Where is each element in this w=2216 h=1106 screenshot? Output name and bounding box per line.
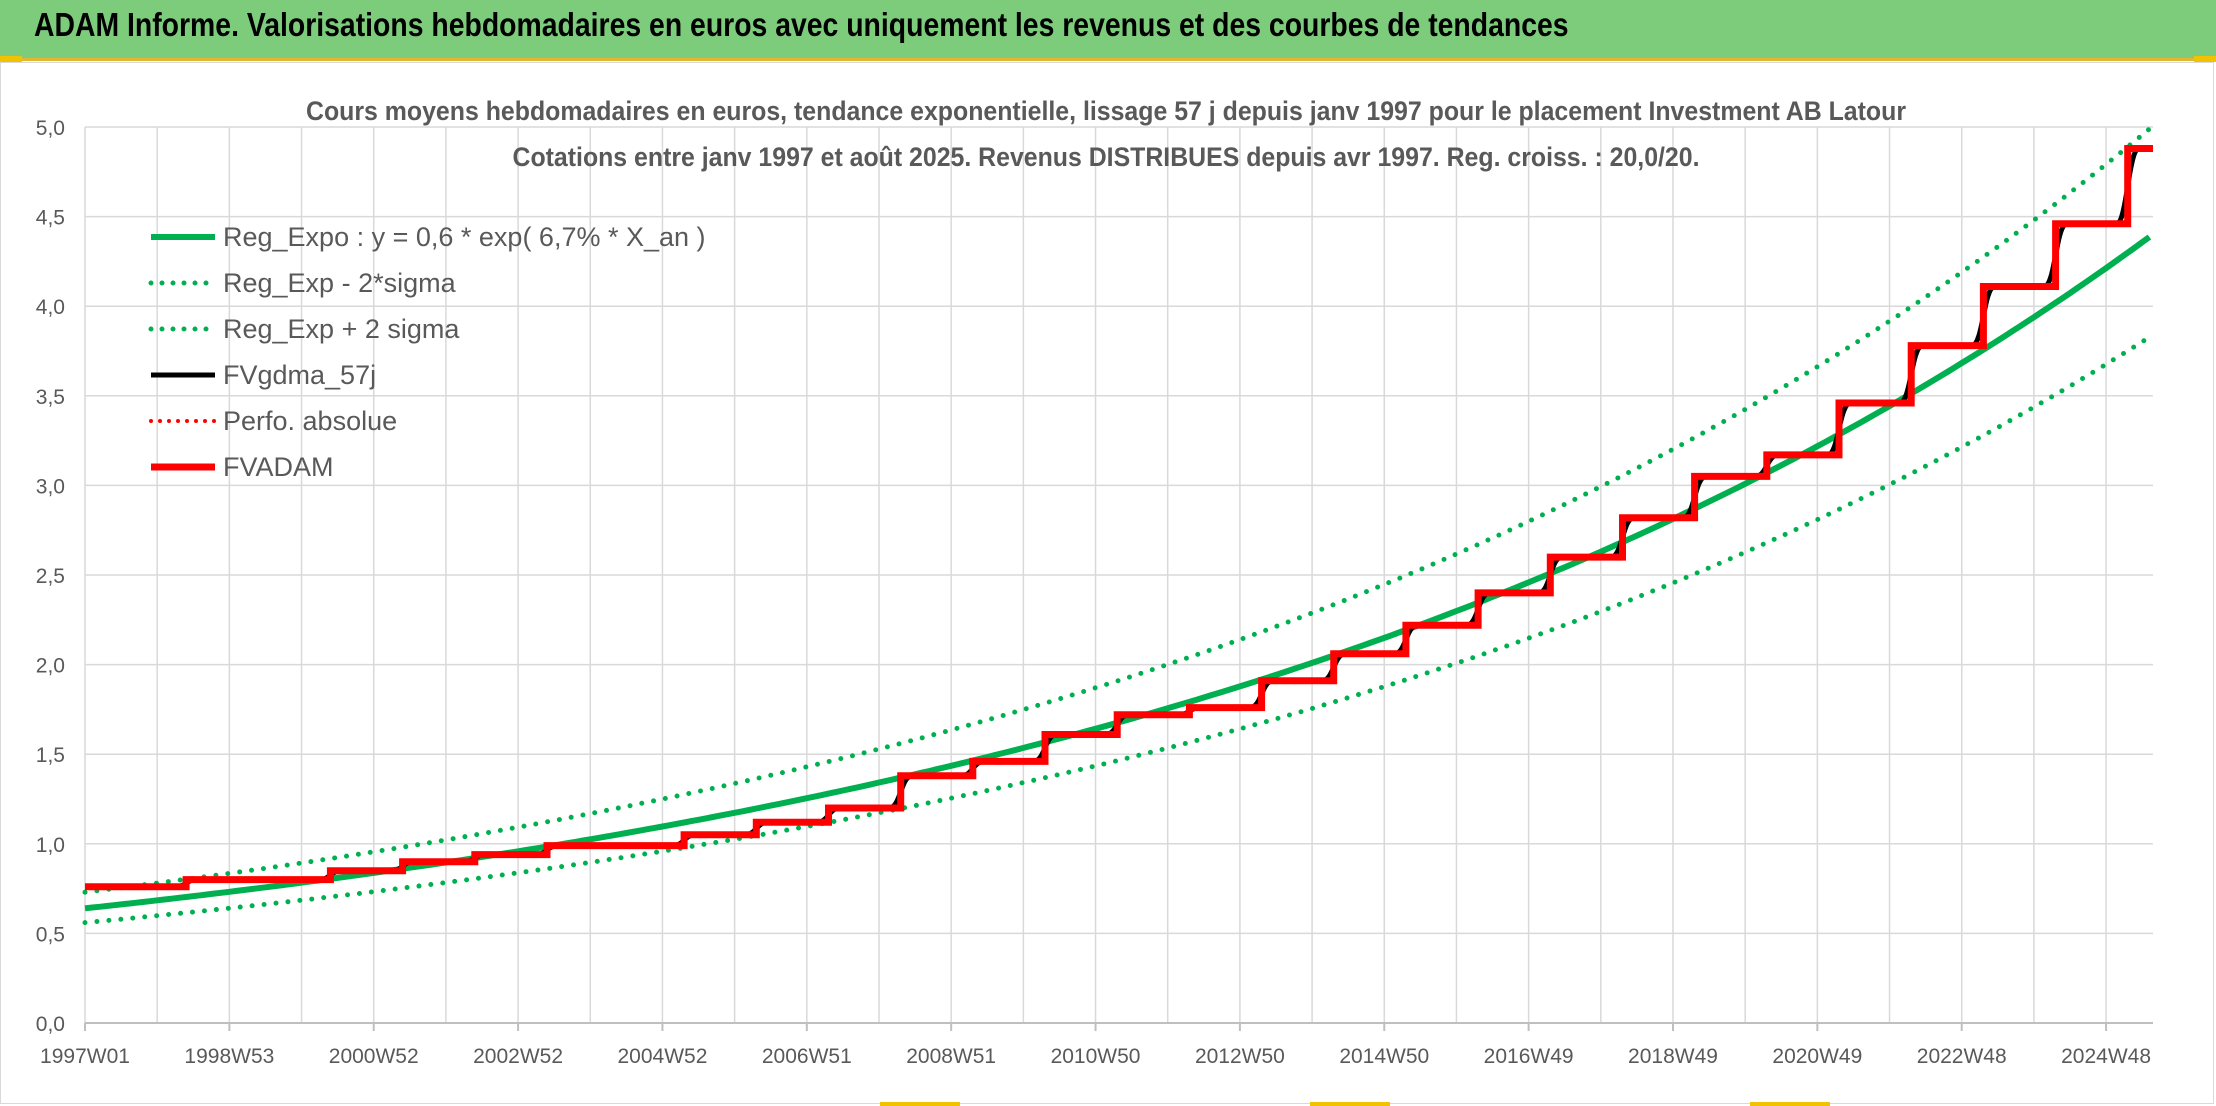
x-tick-label: 2024W48 xyxy=(2061,1045,2151,1068)
y-tick-label: 3,0 xyxy=(36,475,65,498)
series-reg-exp-plus-2sigma-line xyxy=(82,126,2152,895)
legend-label: Reg_Exp + 2 sigma xyxy=(223,314,460,344)
x-tick-label: 2006W51 xyxy=(762,1045,852,1068)
x-tick-label: 2010W50 xyxy=(1051,1045,1141,1068)
y-tick-label: 4,0 xyxy=(36,296,65,319)
series-reg-exp-minus-2sigma-line xyxy=(82,334,2152,926)
x-tick-label: 2002W52 xyxy=(473,1045,563,1068)
series-perfo-absolue-line xyxy=(85,147,2153,889)
x-tick-label: 2016W49 xyxy=(1484,1045,1574,1068)
corner-accent-right xyxy=(2194,56,2216,62)
chart-title-line2: Cotations entre janv 1997 et août 2025. … xyxy=(513,142,1700,172)
legend-label: Reg_Exp - 2*sigma xyxy=(223,268,457,298)
x-tick-label: 1998W53 xyxy=(184,1045,274,1068)
x-tick-label: 2008W51 xyxy=(906,1045,996,1068)
report-banner: ADAM Informe. Valorisations hebdomadaire… xyxy=(0,0,2216,61)
legend-label: FVgdma_57j xyxy=(223,360,376,390)
y-tick-label: 4,5 xyxy=(36,207,65,230)
legend-label: Perfo. absolue xyxy=(223,406,397,436)
bottom-accent xyxy=(880,1102,960,1106)
y-tick-label: 5,0 xyxy=(36,117,65,140)
y-tick-label: 1,0 xyxy=(36,834,65,857)
y-tick-label: 1,5 xyxy=(36,744,65,767)
y-tick-labels: 0,0 0,5 1,0 1,5 2,0 2,5 3,0 3,5 4,0 4,5 5,0 xyxy=(36,117,65,1036)
chart-legend: Reg_Expo : y = 0,6 * exp( 6,7% * X_an ) R… xyxy=(148,222,706,482)
bottom-accent xyxy=(1310,1102,1390,1106)
x-tick-label: 2020W49 xyxy=(1772,1045,1862,1068)
series-layer xyxy=(82,126,2153,926)
legend-label: FVADAM xyxy=(223,452,334,482)
series-fvadam-line xyxy=(85,145,2153,891)
chart-svg: 0,0 0,5 1,0 1,5 2,0 2,5 3,0 3,5 4,0 4,5 5,0 1997W0… xyxy=(36,96,2153,1068)
grid-lines xyxy=(84,126,2153,1024)
y-tick-label: 2,0 xyxy=(36,655,65,678)
chart-title-line1: Cours moyens hebdomadaires en euros, ten… xyxy=(306,96,1906,126)
y-tick-label: 3,5 xyxy=(36,386,65,409)
x-tick-label: 2000W52 xyxy=(329,1045,419,1068)
x-tick-label: 2004W52 xyxy=(617,1045,707,1068)
x-tick-labels: 1997W01 1998W53 2000W52 2002W52 2004W52 2006W… xyxy=(40,1023,2151,1068)
series-fvgdma-57j-line xyxy=(85,146,2153,890)
x-tick-label: 1997W01 xyxy=(40,1045,130,1068)
chart-area: 0,0 0,5 1,0 1,5 2,0 2,5 3,0 3,5 4,0 4,5 5,0 1997W0… xyxy=(0,62,2214,1104)
x-tick-label: 2018W49 xyxy=(1628,1045,1718,1068)
corner-accent-left xyxy=(0,56,22,62)
legend-label: Reg_Expo : y = 0,6 * exp( 6,7% * X_an ) xyxy=(223,222,706,252)
y-tick-label: 2,5 xyxy=(36,565,65,588)
x-tick-label: 2022W48 xyxy=(1917,1045,2007,1068)
x-tick-label: 2012W50 xyxy=(1195,1045,1285,1068)
y-tick-label: 0,0 xyxy=(36,1013,65,1036)
x-tick-label: 2014W50 xyxy=(1339,1045,1429,1068)
bottom-accent xyxy=(1750,1102,1830,1106)
report-title: ADAM Informe. Valorisations hebdomadaire… xyxy=(34,6,1569,43)
y-tick-label: 0,5 xyxy=(36,923,65,946)
